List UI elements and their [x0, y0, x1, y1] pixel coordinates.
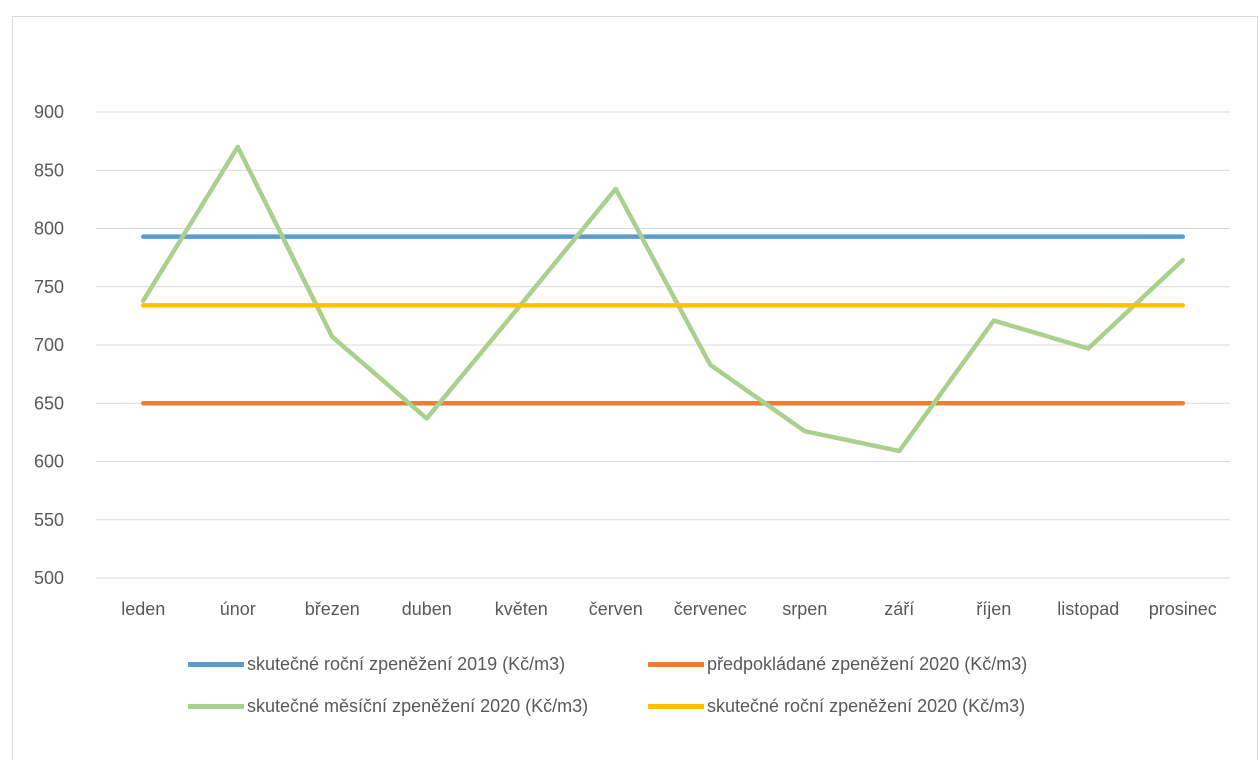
x-tick-label: leden — [121, 599, 165, 619]
gridlines — [96, 111, 1230, 579]
y-axis-ticks: 500 550 600 650 700 750 800 850 900 — [34, 102, 64, 588]
x-tick-label: únor — [220, 599, 256, 619]
x-tick-label: říjen — [976, 599, 1011, 619]
y-tick-label: 650 — [34, 393, 64, 413]
y-tick-label: 700 — [34, 335, 64, 355]
x-axis-ticks: leden únor březen duben květen červen červenec… — [121, 599, 1217, 619]
y-tick-label: 900 — [34, 102, 64, 122]
x-tick-label: listopad — [1057, 599, 1119, 619]
x-tick-label: květen — [495, 599, 548, 619]
y-tick-label: 800 — [34, 219, 64, 239]
x-tick-label: srpen — [782, 599, 827, 619]
y-tick-label: 750 — [34, 277, 64, 297]
x-tick-label: září — [884, 599, 914, 619]
y-tick-label: 600 — [34, 452, 64, 472]
x-tick-label: duben — [402, 599, 452, 619]
x-tick-label: červen — [589, 599, 643, 619]
y-tick-label: 550 — [34, 510, 64, 530]
x-tick-label: červenec — [674, 599, 747, 619]
chart-area — [12, 16, 1258, 760]
y-tick-label: 500 — [34, 568, 64, 588]
x-tick-label: prosinec — [1149, 599, 1217, 619]
series-lines — [141, 144, 1185, 454]
x-tick-label: březen — [305, 599, 360, 619]
y-tick-label: 850 — [34, 160, 64, 180]
